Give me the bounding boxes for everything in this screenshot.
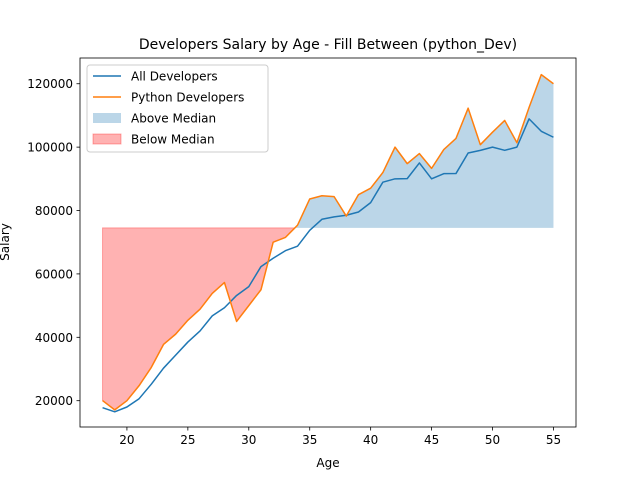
y-tick-label: 80000 <box>35 204 73 218</box>
x-axis-label: Age <box>316 456 339 470</box>
x-axis: 20 25 30 35 40 45 50 55 <box>119 427 561 447</box>
x-tick-label: 30 <box>241 433 256 447</box>
axes-border <box>79 57 577 428</box>
legend: All Developers Python Developers Above Med… <box>86 64 269 153</box>
axes-frame <box>79 57 577 428</box>
legend-all-developers-label: All Developers <box>131 70 218 84</box>
y-tick-label: 60000 <box>35 267 73 281</box>
legend-above-median-swatch <box>93 113 121 123</box>
python-developers-line <box>102 73 554 411</box>
x-tick-label: 45 <box>424 433 439 447</box>
above-median-fill <box>294 74 554 228</box>
legend-above-median-label: Above Median <box>131 112 216 126</box>
x-tick-label: 25 <box>180 433 195 447</box>
legend-below-median-swatch <box>92 133 122 145</box>
legend-python-developers-label: Python Developers <box>131 91 244 105</box>
all-developers-line <box>102 118 554 413</box>
y-tick-label: 40000 <box>35 331 73 345</box>
x-tick-label: 55 <box>546 433 561 447</box>
y-tick-label: 20000 <box>35 394 73 408</box>
x-tick-label: 20 <box>119 433 134 447</box>
y-axis: 20000 40000 60000 80000 100000 120000 <box>27 77 80 408</box>
y-tick-label: 100000 <box>27 141 73 155</box>
y-axis-label: Salary <box>0 223 12 261</box>
plot-area <box>102 73 554 413</box>
x-tick-label: 50 <box>485 433 500 447</box>
y-tick-label: 120000 <box>27 77 73 91</box>
x-tick-label: 35 <box>302 433 317 447</box>
chart-title: Developers Salary by Age - Fill Between … <box>139 37 517 53</box>
legend-below-median-label: Below Median <box>131 133 215 147</box>
legend-box <box>86 64 269 153</box>
x-tick-label: 40 <box>363 433 378 447</box>
